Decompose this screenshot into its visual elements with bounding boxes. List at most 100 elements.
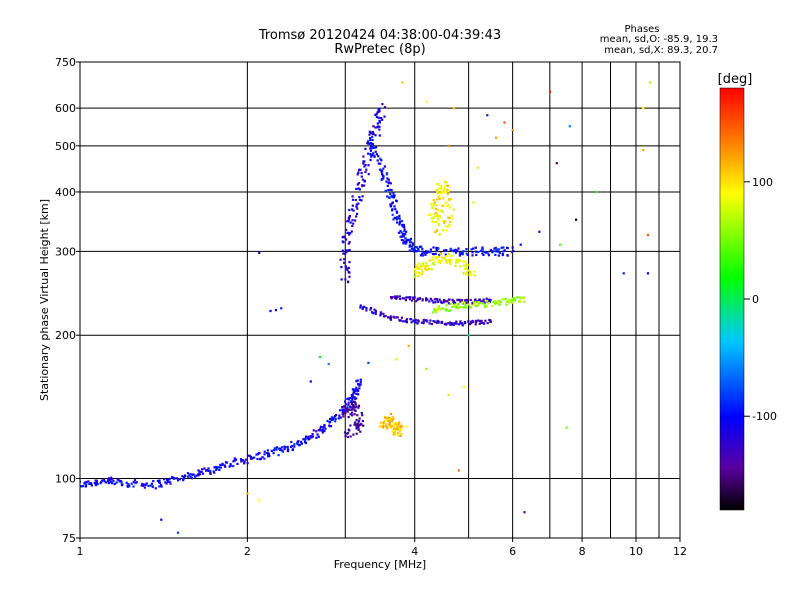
echo-point [452, 107, 455, 110]
echo-point [423, 252, 426, 255]
echo-point [305, 435, 308, 438]
echo-point [484, 319, 487, 322]
echo-point [379, 314, 382, 317]
echo-point [257, 452, 261, 455]
echo-point [369, 158, 372, 161]
echo-point [458, 259, 461, 262]
echo-point [281, 450, 284, 453]
echo-point [441, 210, 444, 213]
echo-point [427, 264, 430, 267]
echo-point [369, 131, 372, 134]
echo-point [486, 114, 489, 117]
echo-point [322, 426, 325, 429]
echo-point [355, 203, 358, 206]
echo-point [344, 412, 347, 415]
echo-point [361, 185, 364, 188]
echo-point [347, 218, 351, 221]
echo-point [421, 298, 424, 301]
echo-point [346, 435, 349, 439]
echo-point [269, 309, 272, 313]
echo-point [345, 432, 348, 435]
echo-point [391, 296, 394, 299]
echo-point [354, 388, 357, 391]
echo-point [428, 300, 431, 303]
echo-point [349, 435, 352, 438]
echo-point [392, 417, 395, 421]
echo-point [379, 157, 382, 160]
echo-point [253, 456, 256, 459]
echo-point [506, 246, 509, 249]
echo-point [316, 433, 319, 436]
echo-point [441, 321, 444, 324]
echo-point [344, 434, 347, 438]
echo-point [507, 301, 510, 304]
echo-point [511, 128, 514, 132]
y-tick-label: 100 [55, 473, 76, 486]
echo-point [470, 320, 473, 323]
echo-point [387, 188, 390, 192]
x-tick-label: 1 [77, 545, 84, 558]
echo-point [437, 214, 440, 217]
echo-point [438, 298, 441, 301]
echo-point [431, 205, 434, 208]
echo-point [300, 440, 303, 443]
echo-point [484, 304, 487, 307]
echo-point [463, 301, 466, 304]
echo-point [370, 155, 373, 158]
echo-point [484, 305, 487, 308]
echo-point [416, 298, 419, 301]
echo-point [649, 81, 652, 84]
echo-point [523, 511, 526, 514]
echo-point [405, 241, 408, 244]
echo-point [347, 231, 350, 234]
echo-point [375, 115, 378, 119]
echo-point [198, 473, 202, 476]
echo-point [120, 481, 123, 484]
echo-point [375, 153, 378, 156]
echo-point [378, 119, 381, 123]
echo-point [469, 298, 472, 302]
echo-point [485, 251, 488, 254]
echo-point [395, 218, 398, 221]
echo-point [293, 445, 296, 448]
echo-point [433, 320, 437, 323]
echo-point [364, 147, 367, 150]
echo-point [496, 300, 500, 303]
echo-point [443, 185, 447, 188]
echo-point [108, 477, 111, 480]
echo-point [267, 455, 270, 458]
echo-point [200, 470, 203, 474]
echo-point [425, 268, 429, 272]
echo-point [438, 194, 441, 197]
echo-point [445, 249, 448, 252]
echo-point [366, 142, 369, 145]
echo-point [441, 307, 444, 310]
x-tick-label: 6 [509, 545, 516, 558]
echo-point [403, 233, 406, 236]
echo-point [410, 241, 413, 244]
echo-point [449, 309, 452, 312]
echo-point [351, 195, 354, 198]
echo-point [476, 301, 479, 304]
echo-point [438, 197, 441, 200]
echo-point [463, 299, 467, 302]
echo-point [502, 246, 505, 249]
echo-point [457, 247, 460, 250]
echo-point [358, 169, 361, 172]
echo-point [359, 304, 362, 307]
echo-point [361, 195, 364, 198]
echo-point [414, 321, 418, 324]
echo-point [416, 319, 419, 322]
echo-point [516, 296, 519, 299]
echo-point [384, 189, 387, 192]
echo-point [405, 321, 408, 324]
echo-point [197, 469, 200, 472]
echo-point [476, 303, 479, 306]
echo-point [444, 220, 447, 223]
echo-point [354, 397, 357, 400]
echo-point [414, 249, 417, 252]
echo-point [344, 400, 347, 403]
echo-point [445, 190, 448, 193]
echo-point [461, 251, 464, 254]
